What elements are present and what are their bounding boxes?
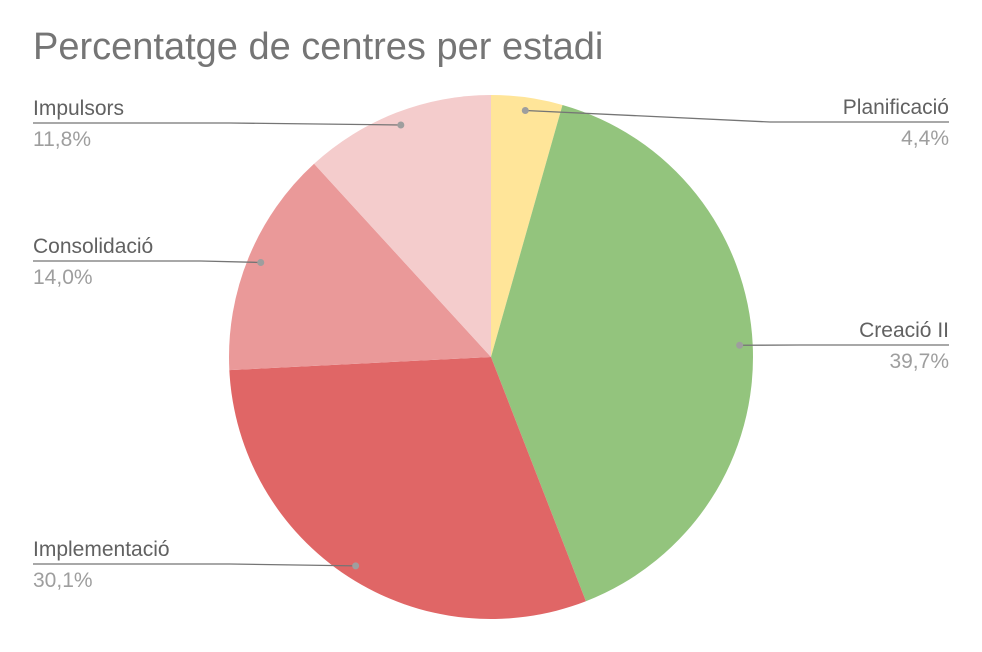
pie-slice-creaci-ii — [491, 104, 753, 602]
slice-label: Implementació — [33, 538, 170, 561]
pie-slice-implementaci- — [229, 357, 586, 619]
leader-dot — [736, 341, 744, 349]
slice-label: Creació II — [859, 319, 949, 342]
slice-value-label: 30,1% — [33, 569, 93, 592]
leader-line — [33, 563, 356, 567]
slice-value-label: 11,8% — [33, 128, 91, 151]
pie-slice-planificaci- — [491, 95, 563, 357]
slice-label: Planificació — [843, 96, 949, 119]
pie-slice-consolidaci- — [229, 163, 492, 371]
slice-value-label: 39,7% — [889, 350, 949, 373]
slice-value-label: 4,4% — [901, 127, 949, 150]
slice-label: Consolidació — [33, 235, 153, 258]
slice-value-label: 14,0% — [33, 266, 93, 289]
leader-line — [525, 109, 949, 123]
leader-dot — [257, 258, 265, 266]
leader-dot — [521, 106, 529, 114]
pie-slice-impulsors — [314, 95, 491, 357]
leader-line — [33, 122, 401, 126]
chart-title: Percentatge de centres per estadi — [33, 26, 604, 68]
slice-label: Impulsors — [33, 97, 124, 120]
leader-line — [33, 260, 261, 264]
leader-dot — [397, 121, 405, 129]
leader-dot — [352, 562, 360, 570]
